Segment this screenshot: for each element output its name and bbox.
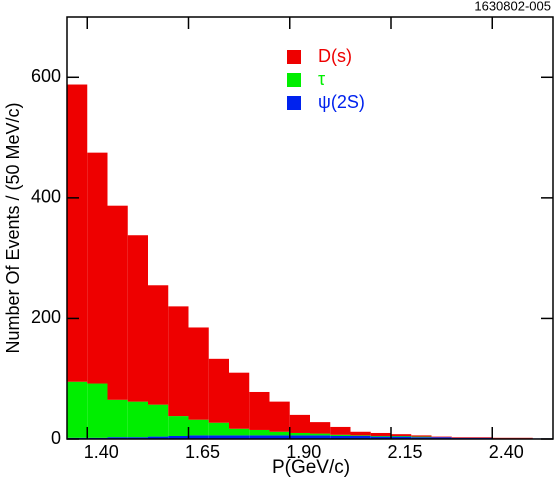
bar-segment (330, 435, 351, 439)
bar-segment (431, 437, 452, 439)
bar-segment (370, 436, 391, 439)
bar-segment (310, 422, 331, 434)
bar-segment (411, 437, 432, 439)
bar-segment (107, 205, 128, 400)
bar-segment (330, 434, 351, 436)
bar-segment (289, 435, 310, 439)
legend-swatch (287, 50, 301, 64)
bar-segment (188, 327, 209, 420)
bar-segment (249, 429, 270, 436)
bar-segment (451, 437, 472, 438)
bar-segment (208, 422, 229, 436)
bar-segment (67, 84, 88, 382)
y-tick-label: 0 (51, 428, 61, 448)
legend-swatch (287, 73, 301, 87)
plot-frame (66, 16, 554, 440)
corner-label: 1630802-005 (474, 0, 551, 13)
legend-label: ψ(2S) (318, 92, 365, 112)
bar-segment (492, 437, 513, 439)
bar-segment (289, 432, 310, 436)
x-tick-label: 1.40 (84, 442, 119, 462)
x-tick-label: 1.90 (286, 442, 321, 462)
bar-segment (127, 235, 148, 402)
bar-segment (472, 437, 493, 438)
bar-segment (391, 434, 412, 436)
bar-segment (148, 285, 169, 405)
bar-segment (229, 428, 250, 436)
bar-segment (391, 436, 412, 439)
bar-segment (391, 435, 412, 437)
y-tick-label: 200 (31, 307, 61, 327)
bar-segment (188, 435, 209, 439)
bar-segment (208, 358, 229, 423)
bar-segment (350, 435, 371, 436)
bar-segment (411, 435, 432, 437)
bar-segment (370, 432, 391, 436)
bar-segment (350, 431, 371, 436)
bar-segment (289, 414, 310, 433)
y-tick-label: 400 (31, 187, 61, 207)
bar-segment (67, 381, 88, 438)
x-tick-label: 1.65 (185, 442, 220, 462)
bar-segment (512, 437, 533, 439)
bar-segment (249, 391, 270, 430)
bar-segment (249, 435, 270, 439)
legend-label: D(s) (318, 46, 352, 66)
bar-segment (431, 436, 452, 438)
x-tick-label: 2.40 (489, 442, 524, 462)
bar-segment (370, 435, 391, 437)
bar-segment (148, 436, 169, 439)
bar-segment (168, 306, 189, 417)
bar-segment (127, 437, 148, 439)
bar-segment (127, 401, 148, 438)
bar-segment (87, 383, 108, 438)
bar-segment (188, 419, 209, 436)
bar-segment (229, 435, 250, 439)
y-tick-label: 600 (31, 66, 61, 86)
bar-segment (168, 416, 189, 436)
legend-label: τ (318, 69, 325, 89)
bar-segment (310, 435, 331, 439)
bar-segment (107, 437, 128, 439)
x-tick-label: 2.15 (387, 442, 422, 462)
bar-segment (310, 433, 331, 436)
bar-segment (87, 152, 108, 384)
bar-segment (107, 399, 128, 438)
bar-segment (148, 404, 169, 437)
bar-segment (411, 436, 432, 438)
bar-segment (168, 435, 189, 439)
bar-segment (208, 435, 229, 439)
bar-segment (330, 426, 351, 435)
bar-segment (229, 372, 250, 429)
bar-segment (269, 431, 290, 436)
bar-segment (269, 435, 290, 439)
x-axis-label: P(GeV/c) (272, 457, 350, 478)
y-axis-label: Number Of Events / (50 MeV/c) (3, 102, 23, 353)
legend-swatch (287, 96, 301, 110)
bar-segment (269, 401, 290, 432)
bar-segment (350, 435, 371, 439)
